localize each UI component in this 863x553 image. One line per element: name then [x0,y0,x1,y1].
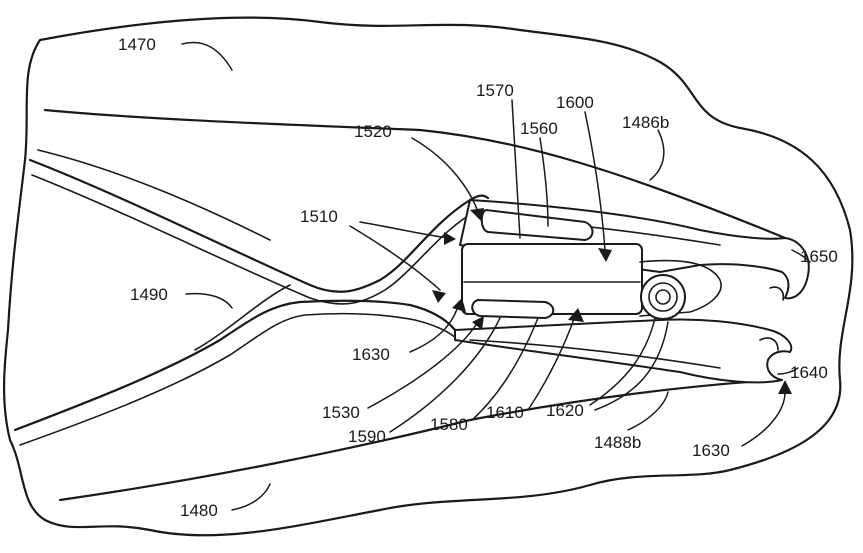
leader-1630b [742,392,785,446]
leader-1470 [182,42,232,70]
label-1630-upper: 1630 [352,345,390,364]
label-1600: 1600 [556,93,594,112]
label-1610: 1610 [486,403,524,422]
label-1630-lower: 1630 [692,441,730,460]
shaft-top-edge-inner [32,175,478,304]
label-1620: 1620 [546,401,584,420]
label-1640: 1640 [790,363,828,382]
label-1560: 1560 [520,119,558,138]
shaft-bottom-edge-inner [20,314,458,445]
carriage-bottom-rail [472,300,553,318]
arrow-1510-lower [432,290,446,303]
leader-1490 [186,294,232,308]
arrow-1630b [778,380,792,394]
label-1650: 1650 [800,247,838,266]
label-1570: 1570 [476,81,514,100]
label-1490: 1490 [130,285,168,304]
lower-jaw [455,319,791,382]
label-1580: 1580 [430,415,468,434]
label-1530: 1530 [322,403,360,422]
leader-1488b [628,392,668,430]
label-1510: 1510 [300,207,338,226]
label-1520: 1520 [354,122,392,141]
arrow-1510-upper [444,232,456,245]
label-1486b: 1486b [622,113,669,132]
label-1480: 1480 [180,501,218,520]
label-1590: 1590 [348,427,386,446]
lower-housing-line [60,380,775,500]
label-1488b: 1488b [594,433,641,452]
leader-1486b [650,130,664,180]
leader-1480 [232,484,270,510]
upper-housing-line [45,110,790,240]
pivot-pin-outer [641,275,685,319]
shaft-bottom-edge [15,301,455,430]
label-1470: 1470 [118,35,156,54]
jaw-tip-upper [770,287,783,300]
upper-housing-inner [38,150,270,240]
